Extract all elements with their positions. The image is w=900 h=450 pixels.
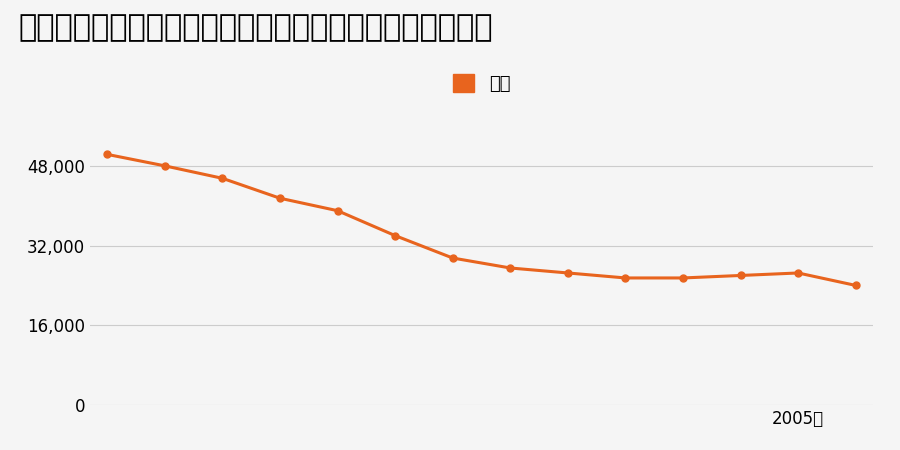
Text: 埼玉県北埼玉郡大利根町新利根１丁目９番３外の地価推移: 埼玉県北埼玉郡大利根町新利根１丁目９番３外の地価推移: [18, 14, 492, 42]
Legend: 価格: 価格: [453, 74, 510, 93]
